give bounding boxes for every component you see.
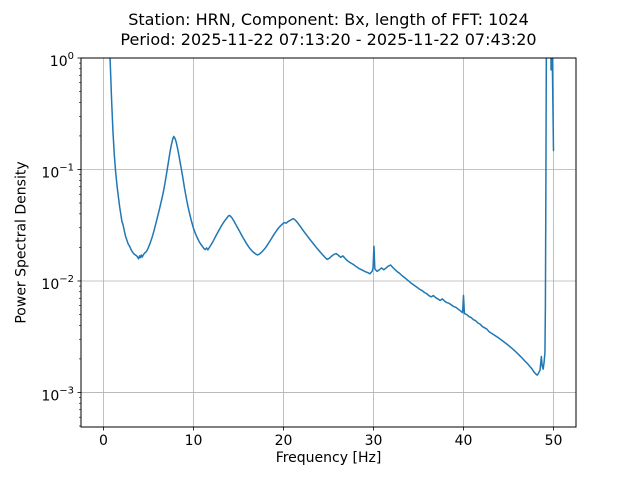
x-tick-label: 50 xyxy=(545,433,563,449)
y-tick-label: 10−3 xyxy=(41,385,74,404)
x-tick-label: 20 xyxy=(275,433,293,449)
x-tick-label: 40 xyxy=(455,433,473,449)
axes-frame xyxy=(80,57,577,428)
x-tick-label: 0 xyxy=(99,433,108,449)
chart-title-line2: Period: 2025-11-22 07:13:20 - 2025-11-22… xyxy=(120,30,537,49)
y-tick-label: 10−1 xyxy=(41,162,74,181)
x-tick-label: 30 xyxy=(365,433,383,449)
chart-title-line1: Station: HRN, Component: Bx, length of F… xyxy=(128,10,529,29)
x-axis-label: Frequency [Hz] xyxy=(275,450,382,466)
x-tick-label: 10 xyxy=(185,433,203,449)
psd-series-line xyxy=(109,58,555,376)
y-tick-label: 100 xyxy=(50,51,74,70)
y-tick-label: 10−2 xyxy=(41,274,74,293)
